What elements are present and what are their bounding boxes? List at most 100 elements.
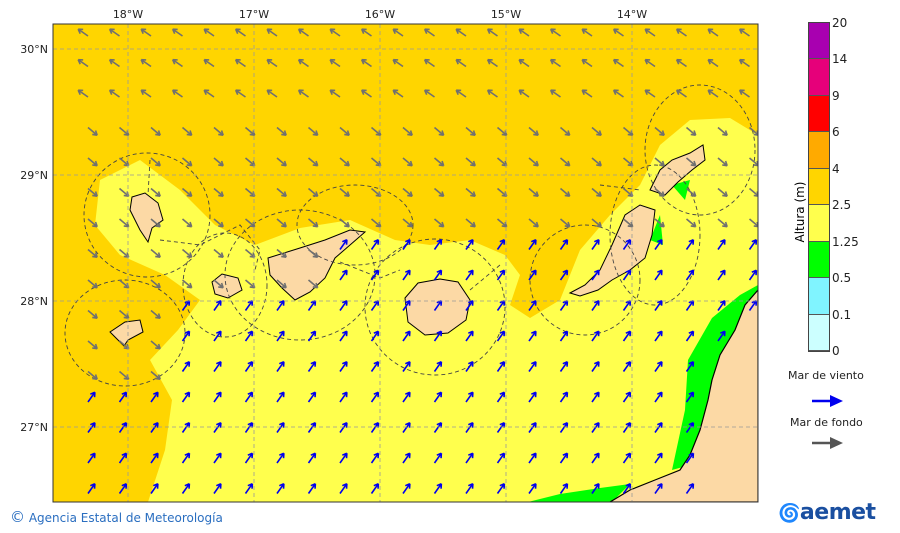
wind-sea-arrow-icon xyxy=(496,391,506,403)
wind-sea-arrow-icon xyxy=(87,391,96,403)
colorbar-tick-label: 9 xyxy=(832,88,840,103)
swell-arrow-icon xyxy=(307,218,319,228)
colorbar-band xyxy=(809,205,829,242)
wind-sea-arrow-icon xyxy=(528,360,537,372)
swell-arrow-icon xyxy=(717,126,728,137)
wind-sea-arrow-icon xyxy=(528,269,537,281)
swell-arrow-icon xyxy=(87,248,98,259)
graticule xyxy=(53,24,758,502)
wind-sea-arrow-icon xyxy=(181,330,191,342)
swell-arrow-icon xyxy=(581,89,593,98)
swell-arrow-icon xyxy=(87,309,98,320)
height-colorbar xyxy=(808,22,830,352)
swell-arrow-icon xyxy=(87,126,98,137)
lat-label: 28°N xyxy=(20,295,48,308)
wind-sea-arrow-icon xyxy=(528,238,537,250)
wind-sea-arrow-icon xyxy=(339,299,348,311)
wind-sea-arrow-icon xyxy=(654,299,663,311)
swell-arrow-icon xyxy=(339,187,350,198)
swell-arrow-icon xyxy=(307,126,319,137)
wind-sea-arrow-icon xyxy=(213,330,222,342)
wind-sea-arrow-icon xyxy=(339,452,348,464)
wind-sea-arrow-icon xyxy=(339,360,348,372)
wind-sea-arrow-icon xyxy=(244,360,254,372)
swell-label: Mar de fondo xyxy=(790,416,863,429)
wind-sea-arrow-icon xyxy=(276,421,285,433)
lon-label: 15°W xyxy=(491,8,521,21)
lanzarote xyxy=(649,144,706,196)
swell-arrow-icon xyxy=(307,157,319,167)
swell-arrow-icon xyxy=(612,89,624,98)
copyright-icon: © xyxy=(10,508,25,526)
lat-label: 29°N xyxy=(20,169,48,182)
wind-sea-arrow-icon xyxy=(87,452,96,464)
lon-label: 17°W xyxy=(239,8,269,21)
wind-sea-arrow-icon xyxy=(307,360,317,372)
wind-sea-arrow-icon xyxy=(717,269,726,281)
colorbar-band xyxy=(809,241,829,279)
swell-arrow-icon xyxy=(108,28,120,37)
swell-arrow-icon xyxy=(465,187,476,198)
colorbar-band xyxy=(809,59,829,96)
wind-sea-arrow-icon xyxy=(339,330,348,342)
wind-sea-arrow-icon xyxy=(370,360,380,372)
swell-arrow-icon xyxy=(486,28,498,37)
wind-sea-arrow-icon xyxy=(465,360,474,372)
wind-sea-arrow-icon xyxy=(496,238,506,250)
wind-sea-arrow-icon xyxy=(244,330,254,342)
swell-arrow-icon xyxy=(654,218,665,228)
colorbar-band xyxy=(809,278,829,315)
swell-arrow-icon xyxy=(150,248,161,259)
colorbar-tick-label: 0 xyxy=(832,344,840,358)
wind-sea-arrow-icon xyxy=(496,452,506,464)
colorbar-tick-label: 6 xyxy=(832,125,840,140)
wind-sea-arrow-icon xyxy=(307,482,317,494)
swell-arrow-icon xyxy=(528,126,539,137)
swell-arrow-icon xyxy=(402,126,413,137)
swell-arrow-icon xyxy=(150,218,161,228)
swell-arrow-icon xyxy=(549,89,561,98)
swell-arrow-icon xyxy=(528,157,539,167)
wind-sea-arrow-icon xyxy=(496,269,506,281)
wind-sea-arrow-icon xyxy=(591,330,600,342)
wind-sea-arrow-icon xyxy=(685,391,695,403)
wind-sea-arrow-icon xyxy=(465,482,474,494)
swell-arrow-icon xyxy=(140,89,152,98)
swell-arrow-icon xyxy=(297,58,309,68)
wind-sea-arrow-icon xyxy=(622,391,632,403)
wind-sea-arrow-icon xyxy=(276,452,285,464)
swell-arrow-icon xyxy=(266,58,278,68)
swell-arrow-icon xyxy=(455,28,467,37)
wind-sea-arrow-icon xyxy=(433,360,443,372)
wind-sea-arrow-icon xyxy=(213,391,222,403)
wind-sea-arrow-icon xyxy=(118,482,128,494)
swell-arrow-icon xyxy=(339,157,350,167)
swell-arrow-icon xyxy=(685,187,697,198)
wind-sea-arrow-icon xyxy=(339,391,348,403)
swell-arrow-icon xyxy=(140,58,152,68)
swell-arrow-icon xyxy=(213,218,224,228)
wind-sea-arrow-icon xyxy=(717,299,726,311)
wind-sea-arrow-icon xyxy=(402,238,411,250)
swell-arrow-icon xyxy=(518,89,530,98)
wind-sea-arrow-icon xyxy=(370,482,380,494)
sea-0-5-1-25m xyxy=(528,180,758,502)
swell-arrow-icon xyxy=(213,187,224,198)
swell-arrow-icon xyxy=(402,157,413,167)
swell-arrow-icon xyxy=(276,248,287,259)
swell-arrow-icon xyxy=(276,157,287,167)
swell-arrow-icon xyxy=(171,89,183,98)
swell-arrow-icon xyxy=(234,28,246,37)
swell-arrow-icon xyxy=(717,157,728,167)
wind-sea-arrow-icon xyxy=(118,391,128,403)
swell-arrow-icon xyxy=(150,340,161,350)
copyright-text: Agencia Estatal de Meteorología xyxy=(28,511,223,525)
wind-sea-arrow-icon xyxy=(433,452,443,464)
swell-arrow-icon xyxy=(549,28,561,37)
wind-sea-arrow-icon xyxy=(559,452,569,464)
swell-arrow-icon xyxy=(150,279,161,289)
la-palma xyxy=(129,192,164,244)
swell-arrow-icon xyxy=(150,370,161,381)
wind-sea-arrow-icon xyxy=(465,238,474,250)
swell-arrow-icon xyxy=(675,89,687,98)
